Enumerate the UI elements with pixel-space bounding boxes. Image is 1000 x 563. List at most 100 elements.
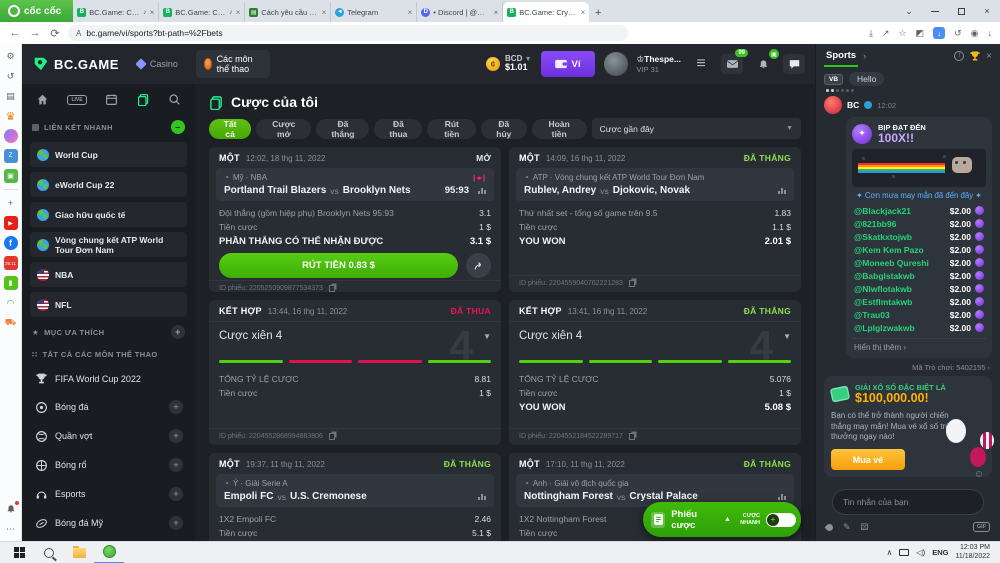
facebook-icon[interactable]: f [3, 236, 18, 250]
sidebar-item-nfl[interactable]: NFL [30, 292, 187, 317]
maximize-button[interactable] [948, 0, 974, 22]
volume-icon[interactable]: ◁) [916, 548, 926, 557]
winner-name[interactable]: @Lplglzwakwb [854, 322, 915, 333]
gif-keyboard-icon[interactable]: GIF [972, 522, 990, 532]
sidebar-item-atp-finals[interactable]: Vòng chung kết ATP World Tour Đơn Nam [30, 232, 187, 257]
tab-close-icon[interactable]: × [493, 7, 499, 17]
dice-icon[interactable]: ⚄ [860, 521, 869, 532]
close-chat-icon[interactable]: × [986, 50, 992, 62]
save-page-icon[interactable]: ⤓ [868, 27, 873, 38]
event-box[interactable]: ◔ Ý · Giải Serie A Empoli FC vs U.S. Cre… [216, 474, 494, 507]
nav-sports[interactable]: Các môn thể thao [195, 49, 270, 79]
shopping-app-icon[interactable]: ⛟ [4, 317, 17, 327]
minimize-button[interactable] [922, 0, 948, 22]
stats-icon[interactable] [478, 187, 486, 194]
sidebar-item-nba[interactable]: NBA [30, 262, 187, 287]
coccoc-taskbar-icon[interactable] [94, 542, 124, 563]
expand-button[interactable]: + [169, 400, 183, 414]
profile-icon[interactable]: ◉ [970, 27, 979, 38]
start-button[interactable] [4, 542, 34, 563]
close-window-button[interactable]: × [984, 6, 990, 16]
combo-title-row[interactable]: Cược xiên 4 ▼ [209, 322, 501, 344]
chevron-down-icon[interactable]: ▼ [783, 331, 791, 341]
trophy-gold-icon[interactable] [969, 50, 981, 62]
sort-dropdown[interactable]: Cược gần đây ▼ [591, 118, 801, 139]
info-icon[interactable]: ! [954, 51, 965, 61]
forward-icon[interactable]: → [29, 27, 41, 39]
expand-button[interactable]: + [169, 487, 183, 501]
sidebar-item-world-cup[interactable]: World Cup [30, 142, 187, 167]
combo-title-row[interactable]: Cược xiên 4 ▼ [509, 322, 801, 344]
filter-won[interactable]: Đã thắng [316, 118, 370, 139]
site-security-icon[interactable]: A [76, 28, 82, 38]
stats-icon[interactable] [478, 493, 486, 500]
my-bets-icon[interactable] [137, 93, 150, 106]
copy-icon[interactable] [628, 433, 635, 440]
expand-button[interactable]: + [169, 429, 183, 443]
winner-name[interactable]: @Moneeb Qureshi [854, 257, 929, 268]
coccoc-brand-button[interactable]: cốc cốc [0, 0, 74, 22]
education-app-icon[interactable]: ◠ [6, 297, 15, 308]
bcgame-logo[interactable]: BC.GAME [32, 55, 119, 73]
sidebar-toggle-icon[interactable]: ≡ [696, 55, 706, 72]
filter-all[interactable]: Tất cả [209, 118, 252, 139]
filter-lost[interactable]: Đã thua [374, 118, 423, 139]
calendar-icon[interactable] [105, 93, 118, 106]
nav-casino[interactable]: Casino [129, 55, 186, 73]
winner-name[interactable]: @Nlwflotakwb [854, 283, 912, 294]
tab-active[interactable]: B BC.Game: Crypto Casino Gar × [503, 2, 590, 22]
stats-icon[interactable] [778, 493, 786, 500]
sidebar-item-tennis[interactable]: Quần vợt + [30, 424, 187, 448]
gift-avatar[interactable] [824, 96, 842, 114]
game-id-link[interactable]: Mã Trò chơi: 5402155 › [912, 363, 990, 372]
quick-bet-toggle[interactable] [766, 512, 796, 527]
chat-room-selector[interactable]: Sports [824, 46, 859, 67]
filter-cancelled[interactable]: Đã hủy [481, 118, 527, 139]
sync-icon[interactable]: ↺ [954, 27, 962, 38]
tab-close-icon[interactable]: × [235, 7, 241, 17]
search-icon[interactable] [168, 93, 181, 106]
mail-icon[interactable]: 99 [721, 49, 748, 74]
bookmark-star-icon[interactable]: ☆ [898, 27, 907, 38]
bell-icon[interactable]: ▣ [752, 49, 779, 74]
expand-button[interactable]: + [169, 458, 183, 472]
taskbar-search-icon[interactable] [34, 542, 64, 563]
tab-4[interactable]: ◄ Telegram × [331, 2, 418, 22]
messenger-icon[interactable] [3, 129, 18, 143]
event-box[interactable]: ◔ Anh · Giải vô địch quốc gia Nottingham… [516, 474, 794, 507]
copy-icon[interactable] [628, 280, 635, 287]
pencil-icon[interactable]: ✎ [843, 521, 851, 532]
youtube-icon[interactable]: ▶ [3, 216, 18, 230]
winner-name[interactable]: @Skatkxtojwb [854, 231, 912, 242]
filter-refund[interactable]: Hoàn tiền [531, 118, 587, 139]
event-box[interactable]: ◔ Mỹ · NBA ❙◂▸❙ Portland Trail Blazers v… [216, 168, 494, 201]
history-icon[interactable]: ↺ [6, 70, 15, 81]
vip-crown-icon[interactable]: ♛ [5, 110, 16, 123]
tray-expand-icon[interactable]: ∧ [886, 548, 893, 557]
chevron-right-icon[interactable]: › [863, 51, 867, 61]
zalo-icon[interactable]: Z [3, 149, 18, 163]
share-icon[interactable]: ↗ [881, 27, 890, 38]
live-icon[interactable]: LIVE [67, 94, 87, 105]
tab-close-icon[interactable]: × [321, 7, 327, 17]
cashout-button[interactable]: RÚT TIỀN 0.83 $ [219, 253, 458, 278]
tab-1[interactable]: B BC.Game: Crypto Casino ♪ × [73, 2, 160, 22]
copy-icon[interactable] [328, 285, 335, 292]
sidebar-item-esports[interactable]: Esports + [30, 482, 187, 506]
tab-close-icon[interactable]: × [407, 7, 413, 17]
chat-bubble-icon[interactable] [783, 54, 805, 74]
refresh-icon[interactable]: ⟳ [50, 27, 60, 40]
calendar-app-icon[interactable]: 29.11 [3, 256, 18, 270]
filter-cashout[interactable]: Rút tiền [427, 118, 477, 139]
language-indicator[interactable]: ENG [932, 548, 949, 557]
wallet-button[interactable]: Ví [540, 51, 595, 77]
event-box[interactable]: ◔ ATP · Vòng chung kết ATP World Tour Đơ… [516, 168, 794, 201]
tab-close-icon[interactable]: × [580, 7, 586, 17]
share-bet-button[interactable] [466, 253, 491, 278]
stats-icon[interactable] [778, 187, 786, 194]
emoji-icon[interactable]: ☺ [973, 469, 984, 480]
user-avatar[interactable] [603, 52, 628, 76]
taskbar-clock[interactable]: 12:03 PM 11/18/2022 [955, 544, 990, 562]
winner-name[interactable]: @Estflmtakwb [854, 296, 913, 307]
downloads-icon[interactable]: ↓ [987, 28, 993, 38]
